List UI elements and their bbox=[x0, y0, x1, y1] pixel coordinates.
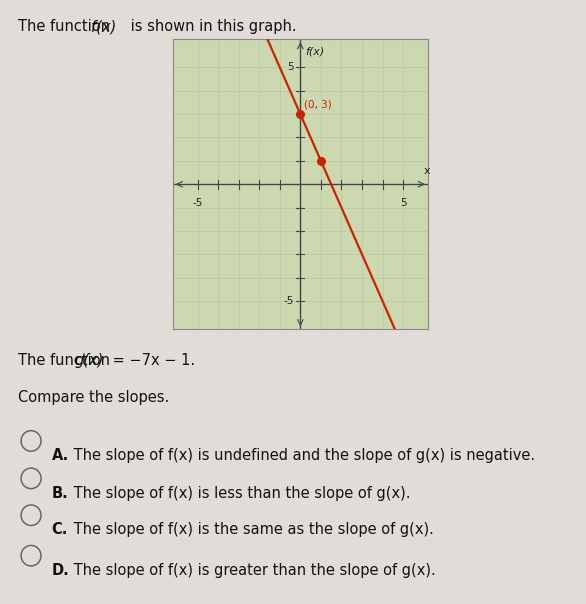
Text: -5: -5 bbox=[192, 198, 203, 208]
Text: 5: 5 bbox=[400, 198, 407, 208]
Text: The slope of f(x) is less than the slope of g(x).: The slope of f(x) is less than the slope… bbox=[69, 486, 411, 501]
Text: Compare the slopes.: Compare the slopes. bbox=[18, 390, 169, 405]
Text: = −7x − 1.: = −7x − 1. bbox=[108, 353, 196, 368]
Text: The function: The function bbox=[18, 19, 114, 34]
Text: D.: D. bbox=[52, 563, 69, 578]
Text: x: x bbox=[424, 166, 430, 176]
Text: f(x): f(x) bbox=[91, 19, 116, 34]
Text: g(x): g(x) bbox=[75, 353, 104, 368]
Text: (0, 3): (0, 3) bbox=[304, 99, 332, 109]
Text: f(x): f(x) bbox=[305, 47, 325, 56]
Text: The slope of f(x) is greater than the slope of g(x).: The slope of f(x) is greater than the sl… bbox=[69, 563, 436, 578]
Text: -5: -5 bbox=[284, 296, 294, 306]
Text: 5: 5 bbox=[288, 62, 294, 72]
Text: is shown in this graph.: is shown in this graph. bbox=[126, 19, 297, 34]
Text: A.: A. bbox=[52, 448, 69, 463]
Text: The slope of f(x) is undefined and the slope of g(x) is negative.: The slope of f(x) is undefined and the s… bbox=[69, 448, 535, 463]
Text: The function: The function bbox=[18, 353, 114, 368]
Text: C.: C. bbox=[52, 522, 68, 538]
Text: B.: B. bbox=[52, 486, 69, 501]
Text: The slope of f(x) is the same as the slope of g(x).: The slope of f(x) is the same as the slo… bbox=[69, 522, 434, 538]
